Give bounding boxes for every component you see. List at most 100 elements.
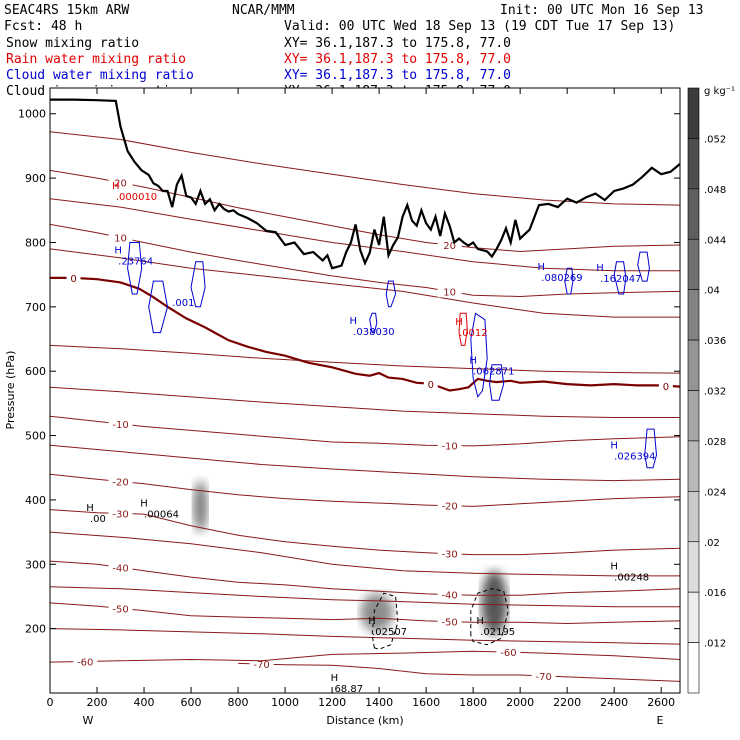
high-value: .00248 bbox=[614, 572, 649, 583]
isotherm-label-bg bbox=[108, 561, 133, 574]
x-tick-label: 1600 bbox=[412, 696, 440, 709]
isotherm-label: -40 bbox=[441, 591, 457, 602]
high-value: .02195 bbox=[480, 627, 515, 638]
y-tick-label: 400 bbox=[25, 494, 46, 507]
colorbar-tick-label: .02 bbox=[704, 538, 720, 549]
high-value: .001 bbox=[172, 298, 194, 309]
colorbar-tick-label: .016 bbox=[704, 588, 726, 599]
isotherm-line bbox=[50, 650, 680, 663]
high-marker: H bbox=[140, 498, 148, 509]
isotherm-label: 20 bbox=[443, 241, 456, 252]
colorbar-tick-label: .036 bbox=[704, 336, 726, 347]
isotherm-line bbox=[50, 473, 680, 507]
isotherm-label: -30 bbox=[112, 509, 128, 520]
x-tick-label: 2000 bbox=[506, 696, 534, 709]
isotherm-label: -20 bbox=[112, 478, 128, 489]
isotherm-label: -10 bbox=[441, 442, 457, 453]
isotherm-label-bg bbox=[531, 669, 556, 682]
colorbar-box bbox=[687, 440, 700, 492]
colorbar-tick-label: .04 bbox=[704, 286, 720, 297]
colorbar-box bbox=[687, 491, 700, 543]
isotherm-label-bg bbox=[437, 615, 462, 628]
isotherm-line bbox=[50, 415, 680, 447]
isotherm-label-bg bbox=[437, 499, 462, 512]
isotherm-line bbox=[50, 223, 680, 298]
isotherm-label-bg bbox=[496, 646, 521, 659]
y-tick-label: 500 bbox=[25, 430, 46, 443]
x-tick-label: 400 bbox=[134, 696, 155, 709]
cloud-water-contour bbox=[190, 261, 206, 308]
colorbar-tick-label: .044 bbox=[704, 235, 726, 246]
colorbar-box bbox=[687, 289, 700, 341]
cloud-water-contour bbox=[127, 242, 143, 295]
isotherm-line bbox=[50, 531, 680, 577]
high-value: .162047 bbox=[600, 274, 641, 285]
y-tick-label: 200 bbox=[25, 623, 46, 636]
high-value: .080269 bbox=[541, 273, 582, 284]
isotherm-line bbox=[50, 560, 680, 596]
isotherm-label: -60 bbox=[77, 657, 93, 668]
high-marker: H bbox=[610, 440, 618, 451]
x-tick-label: 2400 bbox=[600, 696, 628, 709]
x-tick-label: 1000 bbox=[271, 696, 299, 709]
high-marker: H bbox=[112, 181, 120, 192]
isotherm-label-bg bbox=[108, 507, 133, 520]
isotherm-line bbox=[50, 386, 680, 418]
high-marker: H bbox=[538, 262, 546, 273]
plot-area: -70 -70 -60 -60 -50 -50 -40 -40 -30 -30 -20 -20 -10 -… bbox=[49, 87, 681, 694]
high-value: .026394 bbox=[614, 451, 655, 462]
isotherm-line bbox=[50, 248, 680, 318]
cloud-water-contour bbox=[644, 428, 658, 469]
field-name: Rain water mixing ratio bbox=[6, 52, 186, 67]
isotherm-line bbox=[50, 344, 680, 374]
axes: Pressure (hPa) Distance (km) W E 0 200 400… bbox=[4, 88, 680, 727]
isotherm-label: -60 bbox=[500, 648, 516, 659]
isotherm-line bbox=[50, 444, 680, 482]
freezing-level-line bbox=[50, 276, 680, 392]
high-marker: H bbox=[596, 263, 604, 274]
valid-label: Valid: 00 UTC Wed 18 Sep 13 (19 CDT Tue … bbox=[284, 19, 675, 34]
freezing-level-label: 0 bbox=[663, 382, 669, 393]
model-title: SEAC4RS 15km ARW bbox=[4, 3, 129, 18]
y-axis-label: Pressure (hPa) bbox=[4, 351, 17, 430]
center-label: NCAR/MMM bbox=[232, 3, 295, 18]
shaded-region bbox=[193, 480, 208, 533]
colorbar-tick-label: .052 bbox=[704, 134, 726, 145]
y-tick-label: 800 bbox=[25, 236, 46, 249]
high-marker: H bbox=[86, 503, 94, 514]
fcst-label: Fcst: 48 h bbox=[4, 19, 82, 34]
cloud-water-contour bbox=[613, 261, 627, 295]
shaded-region bbox=[360, 593, 394, 632]
colorbar-units: g kg⁻¹ bbox=[704, 86, 735, 97]
isotherm-label: -50 bbox=[112, 604, 128, 615]
isotherm-label: -10 bbox=[112, 420, 128, 431]
x-tick-label: 200 bbox=[87, 696, 108, 709]
isotherm-line bbox=[50, 602, 680, 625]
colorbar-tick-label: .032 bbox=[704, 387, 726, 398]
x-tick-label: 1400 bbox=[365, 696, 393, 709]
high-value: .0012 bbox=[459, 328, 488, 339]
field-xy: XY= 36.1,187.3 to 175.8, 77.0 bbox=[284, 52, 511, 67]
isotherm-label-bg bbox=[108, 417, 133, 430]
x-tick-label: 1200 bbox=[318, 696, 346, 709]
isotherm-label-bg bbox=[108, 176, 133, 189]
isotherm-line bbox=[50, 198, 680, 272]
colorbar-tick-label: .028 bbox=[704, 437, 726, 448]
isotherm-line bbox=[50, 586, 680, 608]
x-tick-label: 600 bbox=[181, 696, 202, 709]
x-tick-label: 800 bbox=[228, 696, 249, 709]
field-xy: XY= 36.1,187.3 to 175.8, 77.0 bbox=[284, 68, 511, 83]
high-marker: H bbox=[610, 561, 618, 572]
high-marker: H bbox=[476, 616, 484, 627]
high-value: .038030 bbox=[353, 327, 394, 338]
isotherm-label-bg bbox=[108, 231, 133, 244]
y-tick-label: 300 bbox=[25, 558, 46, 571]
isotherm-label: 10 bbox=[114, 234, 127, 245]
colorbar-box bbox=[687, 87, 700, 139]
plot-frame bbox=[49, 87, 681, 694]
cloud-water-contour bbox=[369, 312, 378, 334]
snow-contour bbox=[470, 588, 509, 646]
cloud-water-contour bbox=[385, 280, 397, 308]
y-tick-label: 900 bbox=[25, 172, 46, 185]
colorbar-tick-label: .048 bbox=[704, 185, 726, 196]
